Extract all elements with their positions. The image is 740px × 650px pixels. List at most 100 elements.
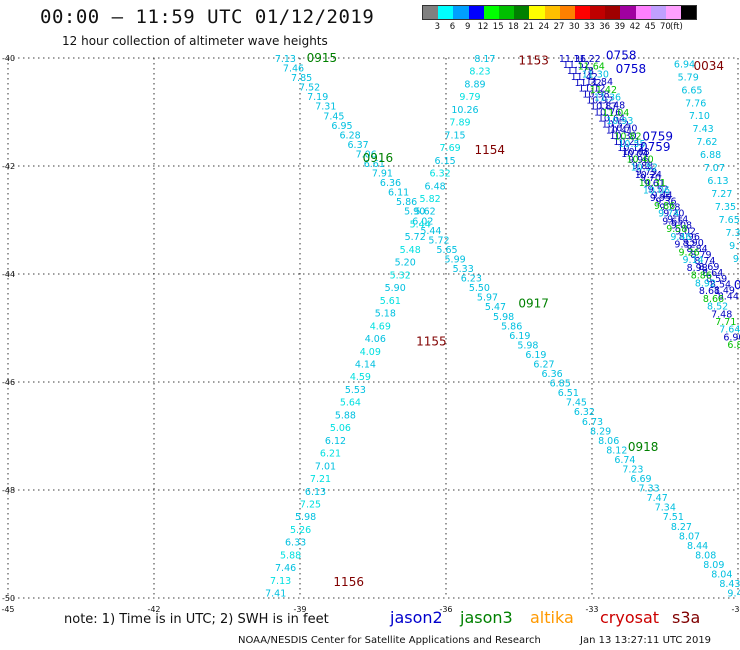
wave-height-value: 10.70 (610, 124, 637, 135)
wave-height-value: 8.04 (711, 570, 732, 581)
wave-height-value: 5.33 (453, 264, 474, 275)
wave-height-value: 6.32 (574, 407, 595, 418)
wave-height-value: 10.30 (609, 131, 636, 142)
wave-height-value: 7.65 (719, 215, 740, 226)
wave-height-value: 5.86 (501, 321, 522, 332)
wave-height-value: 6.19 (509, 331, 530, 342)
time-label: 0758 (616, 62, 647, 76)
wave-height-value: 10.87 (590, 102, 617, 113)
color-swatch (453, 6, 469, 19)
wave-height-value: 7.35 (715, 202, 736, 213)
color-scale-labels: 3 6 9 12 15 18 21 24 27 30 33 36 39 42 45 70 (ft) (422, 20, 697, 32)
wave-height-value: 4.69 (370, 321, 391, 332)
wave-height-value: 4.06 (365, 334, 386, 345)
wave-height-value: 8.59 (706, 274, 727, 285)
color-swatch (423, 6, 439, 19)
wave-height-value: 6.90 (723, 333, 740, 344)
wave-height-value: 10.41 (606, 125, 633, 136)
color-scale-label: 24 (538, 22, 550, 32)
x-tick-label: -36 (439, 605, 452, 614)
x-tick-label: -33 (585, 605, 598, 614)
wave-height-value: 11.84 (586, 77, 613, 88)
wave-height-value: 6.02 (412, 216, 433, 227)
wave-height-value: 8.49 (714, 286, 735, 297)
wave-height-value: 5.86 (396, 197, 417, 208)
wave-height-value: 6.88 (700, 150, 721, 161)
wave-height-value: 9.40 (727, 589, 740, 600)
wave-height-value: 7.01 (315, 461, 336, 472)
wave-height-value: 8.90 (683, 238, 704, 249)
wave-height-value: 9.79 (459, 92, 480, 103)
wave-height-value: 6.21 (320, 449, 341, 460)
wave-height-value: 9.88 (632, 161, 653, 172)
wave-height-value: 5.64 (340, 398, 361, 409)
x-tick-label: -42 (147, 605, 160, 614)
wave-height-value: 9.7 (729, 241, 740, 252)
y-tick-label: -44 (2, 270, 15, 279)
wave-height-value: 5.20 (395, 258, 416, 269)
wave-height-value: 8.66 (703, 294, 724, 305)
color-scale-label: 42 (629, 22, 641, 32)
wave-height-value: 7.45 (566, 398, 587, 409)
wave-height-value: 7.48 (711, 309, 732, 320)
wave-height-value: 10.93 (606, 116, 633, 127)
wave-height-value: 5.90 (385, 283, 406, 294)
wave-height-value: 8.44 (687, 541, 708, 552)
time-label: 1154 (475, 143, 506, 157)
wave-height-value: 5.47 (485, 302, 506, 313)
chart-subtitle: 12 hour collection of altimeter wave hei… (62, 34, 328, 48)
wave-height-value: 7.07 (704, 163, 725, 174)
wave-height-value: 8.12 (606, 445, 627, 456)
wave-height-value: 11.36 (594, 93, 621, 104)
wave-height-value: 7.91 (372, 169, 393, 180)
color-scale-label: 39 (614, 22, 626, 32)
y-tick-label: -40 (2, 54, 15, 63)
wave-height-value: 6.28 (340, 130, 361, 141)
wave-height-value: 6.80 (727, 340, 740, 351)
wave-height-value: 6.94 (674, 59, 695, 70)
wave-height-value: 9.36 (655, 197, 676, 208)
wave-height-value: 10.76 (594, 108, 621, 119)
wave-height-value: 11.42 (590, 85, 617, 96)
wave-height-value: 8.07 (679, 531, 700, 542)
wave-height-value: 9.26 (679, 247, 700, 258)
wave-height-value: 5.62 (415, 207, 436, 218)
wave-height-value: 5.90 (404, 207, 425, 218)
wave-height-value: 9.58 (666, 224, 687, 235)
wave-height-value: 10.55 (618, 139, 645, 150)
wave-height-value: 7.64 (719, 325, 740, 336)
wave-height-value: 8.86 (691, 271, 712, 282)
wave-height-value: 6.74 (614, 455, 635, 466)
color-swatch (605, 6, 621, 19)
wave-height-value: 5.18 (375, 309, 396, 320)
wave-height-value: 9.74 (658, 209, 679, 220)
color-swatch (514, 6, 530, 19)
wave-height-value: 7.06 (356, 150, 377, 161)
wave-height-value: 6.13 (305, 487, 326, 498)
wave-height-value: 8.52 (707, 302, 728, 313)
legend-s3a: s3a (672, 608, 701, 627)
color-scale-label: (ft) (670, 22, 683, 32)
x-tick-label: -30 (731, 605, 740, 614)
wave-height-value: 10.52 (631, 162, 658, 173)
wave-height-value: 4.59 (350, 372, 371, 383)
wave-height-value: 7.27 (711, 189, 732, 200)
color-scale-swatches (422, 5, 698, 20)
color-scale-label: 9 (465, 22, 471, 32)
wave-height-value: 11.22 (573, 54, 600, 65)
wave-height-value: 7.69 (440, 143, 461, 154)
color-scale-label: 45 (644, 22, 656, 32)
wave-height-value: 10.24 (635, 170, 662, 181)
wave-height-value: 8.08 (695, 550, 716, 561)
wave-height-value: 9.79 (636, 167, 657, 178)
wave-height-value: 11.12 (578, 84, 605, 95)
wave-height-value: 9.28 (659, 203, 680, 214)
wave-height-value: 9.86 (654, 201, 675, 212)
wave-height-value: 10.92 (586, 96, 613, 107)
wave-height-value: 8.44 (718, 292, 739, 303)
time-label: 080 (734, 278, 740, 292)
wave-height-value: 8.64 (702, 268, 723, 279)
wave-height-value: 11.64 (578, 62, 605, 73)
color-swatch (590, 6, 606, 19)
time-label: 0758 (606, 48, 637, 62)
